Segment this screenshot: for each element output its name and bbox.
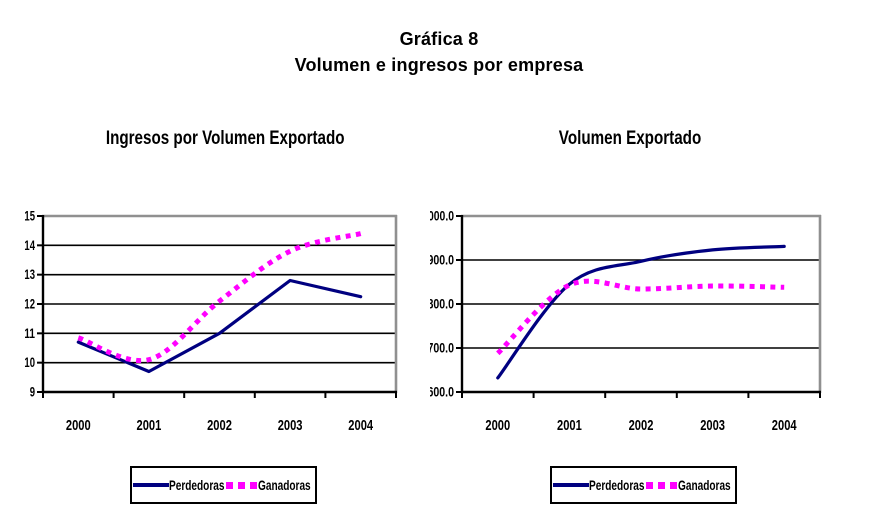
series-ganadoras: [496, 278, 785, 356]
svg-text:2000: 2000: [485, 418, 510, 434]
svg-text:2002: 2002: [207, 418, 232, 434]
ganadoras-dash-swatch: [645, 481, 678, 489]
svg-text:900.0: 900.0: [430, 253, 454, 268]
perdedoras-line-swatch: [132, 483, 169, 487]
legend-label-ganadoras: Ganadoras: [257, 477, 311, 493]
svg-text:2003: 2003: [278, 418, 303, 434]
svg-text:2000: 2000: [66, 418, 91, 434]
series-ganadoras: [77, 231, 362, 364]
svg-text:14: 14: [24, 238, 35, 253]
svg-text:700.0: 700.0: [430, 341, 454, 356]
series-perdedoras: [76, 278, 363, 374]
svg-text:9: 9: [30, 385, 35, 400]
legend-label-perdedoras: Perdedoras: [588, 477, 644, 493]
volumen-chart-title: Volumen Exportado: [430, 128, 830, 150]
svg-text:2001: 2001: [137, 418, 162, 434]
svg-text:15: 15: [24, 209, 35, 224]
perdedoras-line-swatch: [552, 483, 589, 487]
main-title-line2: Volumen e ingresos por empresa: [294, 55, 584, 75]
main-title-line1: Gráfica 8: [399, 29, 479, 49]
volumen-chart-title-text: Volumen Exportado: [558, 128, 702, 149]
svg-text:2004: 2004: [772, 418, 797, 434]
ganadoras-dash-swatch: [225, 481, 258, 489]
svg-text:2004: 2004: [348, 418, 373, 434]
volumen-chart-legend: Perdedoras Ganadoras: [550, 466, 737, 504]
svg-text:11: 11: [24, 326, 35, 341]
ingresos-chart-title: Ingresos por Volumen Exportado: [15, 128, 435, 150]
svg-text:12: 12: [24, 297, 35, 312]
ingresos-chart-plot: 9 10 11 12 13 14 15 2000 2001 2002 2003 2004: [24, 209, 398, 434]
svg-text:10: 10: [24, 355, 35, 370]
legend-label-ganadoras: Ganadoras: [677, 477, 731, 493]
svg-text:600.0: 600.0: [430, 385, 454, 400]
svg-text:1000.0: 1000.0: [430, 209, 454, 224]
svg-text:2001: 2001: [557, 418, 582, 434]
ingresos-chart-title-text: Ingresos por Volumen Exportado: [105, 128, 345, 149]
legend-label-perdedoras: Perdedoras: [168, 477, 224, 493]
main-title: Gráfica 8 Volumen e ingresos por empresa: [0, 26, 878, 78]
series-perdedoras: [496, 244, 786, 380]
svg-text:800.0: 800.0: [430, 297, 454, 312]
ingresos-chart-legend: Perdedoras Ganadoras: [130, 466, 317, 504]
svg-text:2003: 2003: [700, 418, 725, 434]
svg-text:13: 13: [24, 267, 35, 282]
svg-text:2002: 2002: [629, 418, 654, 434]
volumen-chart-plot: 600.0 700.0 800.0 900.0 1000.0 2000 2001 2002 20…: [430, 209, 822, 434]
